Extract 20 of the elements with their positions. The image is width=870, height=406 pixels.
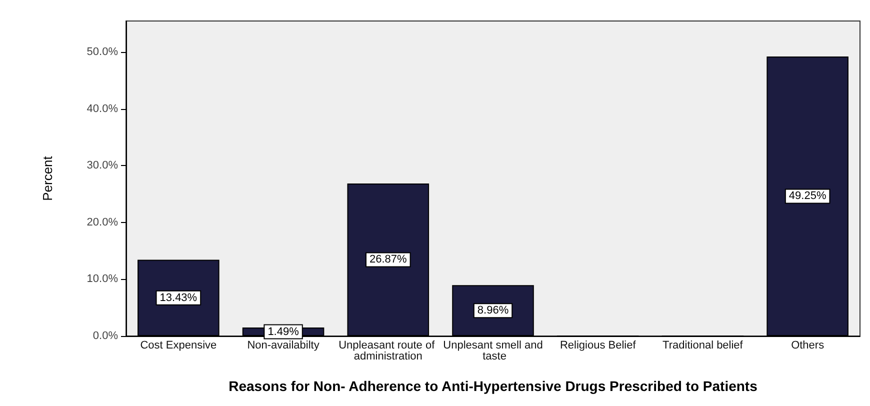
data-label: 13.43% [160, 292, 198, 304]
x-tick-label: Non-availabilty [247, 340, 320, 352]
y-tick-label: 50.0% [86, 46, 118, 58]
x-axis-title: Reasons for Non- Adherence to Anti-Hypertensive Drugs Prescribed to Patients [228, 378, 758, 394]
data-label: 1.49% [268, 326, 300, 338]
x-tick-label: Others [791, 340, 825, 352]
y-tick-label: 0.0% [92, 330, 118, 342]
x-tick-label: Unpleasant route of administration [338, 340, 438, 362]
data-label: 49.25% [788, 190, 826, 202]
x-tick-label: Traditional belief [662, 340, 744, 352]
y-tick-label: 20.0% [86, 216, 118, 228]
y-tick-label: 30.0% [86, 160, 118, 172]
y-tick-label: 10.0% [86, 273, 118, 286]
data-label: 8.96% [477, 304, 509, 317]
x-tick-label: Cost Expensive [140, 340, 217, 352]
x-tick-label: Religious Belief [560, 340, 637, 352]
x-tick-label: Unplesant smell and taste [443, 340, 543, 362]
data-label: 26.87% [369, 254, 408, 266]
y-axis-title: Percent [40, 156, 55, 201]
y-tick-label: 40.0% [86, 102, 118, 115]
